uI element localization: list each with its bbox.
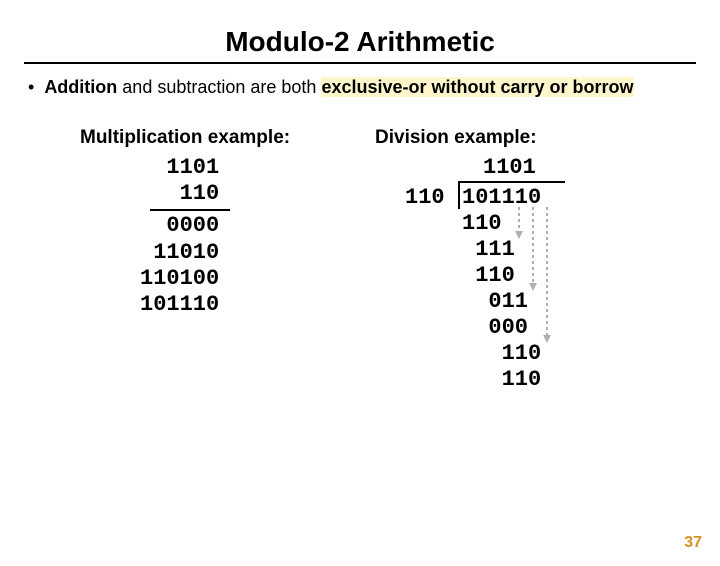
long-division: 1101 110 101110 110 111 110 011 000 110 … — [365, 155, 680, 435]
multiplication-column: Multiplication example: 1101 110 0000 11… — [40, 127, 355, 435]
mult-rule-top — [150, 209, 230, 211]
division-heading: Division example: — [365, 127, 680, 149]
bringdown-arrow-3 — [541, 207, 553, 345]
page-number: 37 — [684, 534, 702, 552]
bullet-item: • Addition and subtraction are both excl… — [28, 76, 692, 99]
bullet-mid: and subtraction are both — [117, 77, 321, 97]
mult-operand-a: 1101 — [40, 155, 355, 181]
bullet-marker: • — [28, 76, 34, 99]
divisor: 110 — [405, 185, 445, 211]
bringdown-arrow-2 — [527, 207, 539, 293]
mult-partial-0: 0000 — [40, 213, 355, 239]
bringdown-arrow-1 — [513, 207, 525, 241]
quotient: 1101 — [483, 155, 536, 181]
mult-operand-b: 110 — [40, 181, 355, 207]
div-step-2: 111 — [462, 237, 515, 263]
division-bar — [460, 181, 565, 183]
multiplication-heading: Multiplication example: — [40, 127, 355, 149]
examples-row: Multiplication example: 1101 110 0000 11… — [0, 127, 720, 435]
div-step-4: 011 — [462, 289, 528, 315]
div-step-3: 110 — [462, 263, 515, 289]
bullet-highlight: exclusive-or without carry or borrow — [321, 77, 633, 97]
div-step-7: 110 — [462, 367, 541, 393]
bullet-lead: Addition — [44, 77, 117, 97]
mult-result: 101110 — [40, 292, 355, 318]
div-step-1: 110 — [462, 211, 502, 237]
bullet-text: Addition and subtraction are both exclus… — [44, 76, 692, 99]
title-rule — [24, 62, 696, 64]
div-step-6: 110 — [462, 341, 541, 367]
mult-partial-2: 110100 — [40, 266, 355, 292]
mult-partial-1: 11010 — [40, 240, 355, 266]
division-vertical-bar — [458, 181, 460, 209]
div-step-5: 000 — [462, 315, 528, 341]
division-column: Division example: 1101 110 101110 110 11… — [365, 127, 680, 435]
slide-title: Modulo-2 Arithmetic — [0, 26, 720, 58]
